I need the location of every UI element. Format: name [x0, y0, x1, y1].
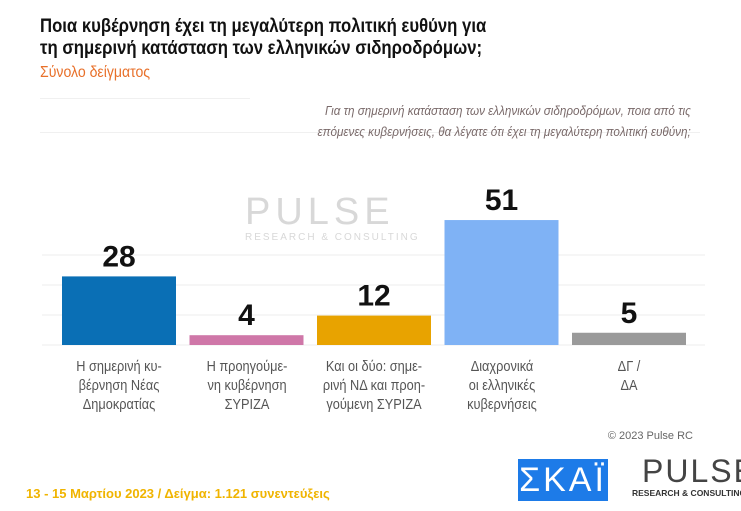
category-label-line: Διαχρονικά: [470, 359, 533, 375]
skai-logo: ΣΚΑΪ: [518, 459, 608, 501]
bar: [317, 315, 431, 345]
divider: [40, 132, 700, 133]
data-label: 28: [102, 240, 135, 273]
bar: [62, 276, 176, 345]
category-label-line: ΔΓ /: [617, 359, 641, 375]
category-label-line: γούμενη ΣΥΡΙΖΑ: [326, 397, 422, 413]
category-label: Διαχρονικά οι ελληνικές κυβερνήσεις: [444, 358, 558, 415]
divider: [40, 98, 250, 99]
category-label: Η σημερινή κυ-βέρνηση Νέας Δημοκρατίας: [62, 358, 176, 415]
bar: [189, 335, 304, 345]
category-label: Η προηγούμε-νη κυβέρνηση ΣΥΡΙΖΑ: [189, 358, 303, 415]
category-label-line: Και οι δύο: σημε-: [325, 359, 423, 375]
data-label: 5: [621, 297, 638, 330]
chart-subtitle: Σύνολο δείγματος: [40, 64, 151, 81]
chart-title: Ποια κυβέρνηση έχει τη μεγαλύτερη πολιτι…: [40, 16, 487, 59]
footer-info: 13 - 15 Μαρτίου 2023 / Δείγμα: 1.121 συν…: [26, 486, 330, 501]
bar: [444, 220, 559, 345]
watermark: PULSE RESEARCH & CONSULTING: [245, 191, 420, 243]
pulse-logo: PULSE RESEARCH & CONSULTING: [632, 453, 741, 498]
bar: [572, 332, 686, 345]
category-label-line: ΣΥΡΙΖΑ: [224, 397, 269, 413]
category-label-line: Η σημερινή κυ-: [76, 359, 162, 375]
category-label-line: κυβερνήσεις: [466, 397, 537, 413]
data-label: 51: [485, 184, 518, 217]
category-label-line: νη κυβέρνηση: [206, 378, 287, 394]
category-label-line: ΔΑ: [620, 378, 638, 394]
category-label-line: οι ελληνικές: [468, 378, 535, 394]
copyright: © 2023 Pulse RC: [607, 430, 693, 442]
data-label: 4: [238, 299, 255, 332]
category-label-line: Δημοκρατίας: [82, 397, 156, 413]
data-label: 12: [357, 280, 390, 313]
category-label-line: βέρνηση Νέας: [78, 378, 160, 394]
category-label-line: Η προηγούμε-: [206, 359, 287, 375]
category-label: Και οι δύο: σημε-ρινή ΝΔ και προη-γούμεν…: [317, 358, 431, 415]
question-text: Για τη σημερινή κατάσταση των ελληνικών …: [317, 103, 691, 139]
category-label: ΔΓ / ΔΑ: [572, 358, 686, 396]
category-label-line: ρινή ΝΔ και προη-: [322, 378, 426, 394]
